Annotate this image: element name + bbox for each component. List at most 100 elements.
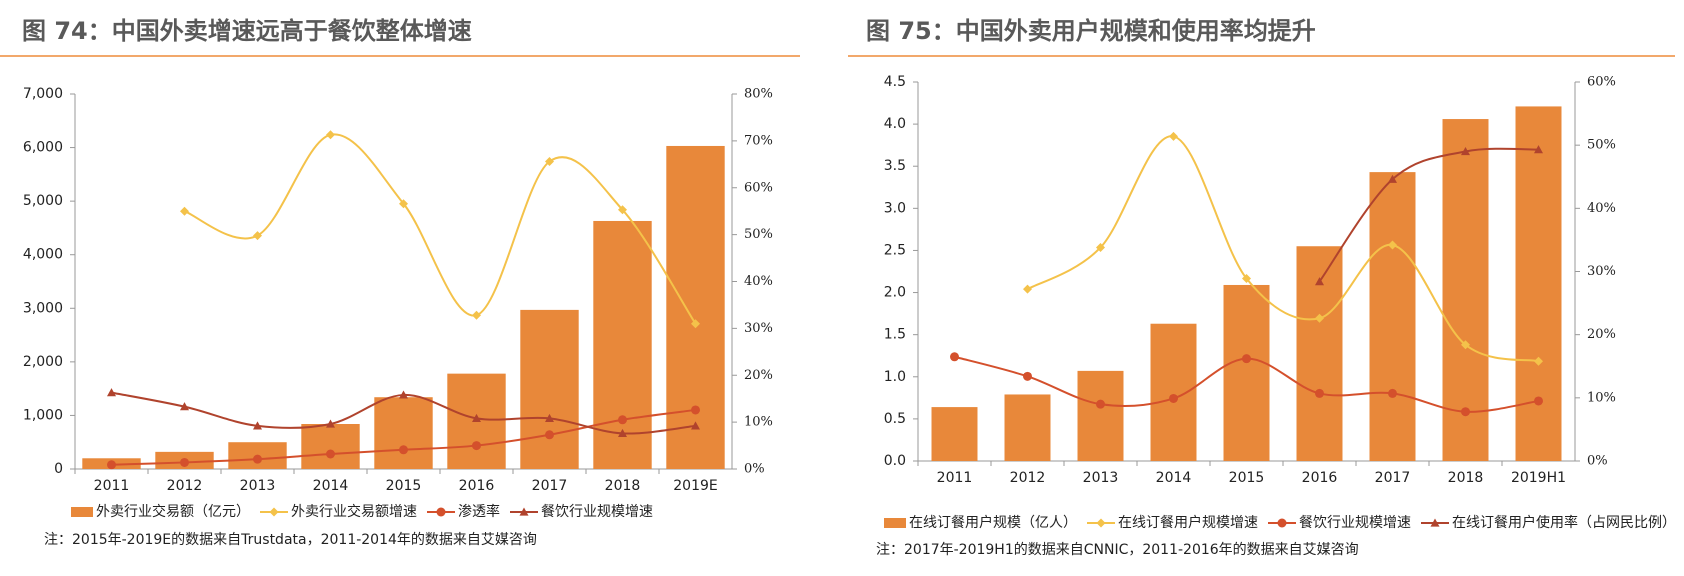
line-marker [1242,273,1251,283]
chart-note: 注：2015年-2019E的数据来自Trustdata，2011-2014年的数… [44,532,537,548]
y2-tick-label: 80% [744,87,773,102]
line-marker [545,430,554,440]
y-tick-label: 1.5 [884,327,906,343]
x-tick-label: 2013 [1083,470,1119,486]
x-tick-label: 2012 [167,478,203,494]
bar [666,145,725,469]
y2-tick-label: 30% [744,321,773,336]
y2-tick-label: 0% [744,462,765,477]
line-marker [472,413,481,422]
line-marker [180,206,189,216]
legend-label: 外卖行业交易额增速 [291,503,417,520]
line-marker [1242,354,1251,364]
bar [1150,323,1197,461]
y-tick-label: 1,000 [23,407,63,423]
bar [1004,394,1051,461]
line-marker [691,405,700,415]
line-marker [1388,174,1397,183]
legend-label: 外卖行业交易额（亿元） [96,503,250,520]
bar [1077,370,1124,461]
line-marker [107,388,116,397]
line-marker [545,157,554,166]
line-marker [180,457,189,467]
bar [593,220,652,469]
x-tick-label: 2014 [313,478,349,494]
line-marker [1169,393,1178,403]
chart-title: 图 74：中国外卖增速远高于餐饮整体增速 [22,17,472,45]
x-tick-label: 2019E [673,478,717,494]
bar [1515,106,1562,462]
line-marker [1461,340,1470,350]
y2-tick-label: 50% [744,227,773,242]
y-tick-label: 3.5 [884,158,906,174]
chart-title: 图 75：中国外卖用户规模和使用率均提升 [866,17,1316,45]
y-tick-label: 3.0 [884,200,906,216]
line [184,133,697,325]
line-marker [1534,396,1543,406]
line-marker [399,199,408,209]
line-marker [1169,131,1178,141]
line-marker [1388,388,1397,398]
y2-tick-label: 30% [1587,264,1616,279]
line-marker [950,352,959,362]
y-tick-label: 0.0 [884,453,906,469]
legend-label: 餐饮行业规模增速 [541,504,653,520]
y2-tick-label: 10% [1587,390,1616,405]
line-marker [1315,388,1324,398]
line-marker [1096,399,1105,409]
line-marker [1534,145,1543,154]
line-marker [1461,407,1470,417]
y-tick-label: 7,000 [23,86,63,102]
x-tick-label: 2014 [1156,470,1192,486]
line-marker [618,205,627,215]
y-tick-label: 4.5 [884,74,906,90]
line-marker [326,419,335,428]
x-tick-label: 2015 [1229,470,1265,486]
line-marker [1315,313,1324,323]
x-tick-label: 2015 [386,478,422,494]
legend-marker [1096,518,1106,528]
line-marker [1023,371,1032,381]
legend-label: 渗透率 [458,503,500,520]
line-marker [326,130,335,140]
y2-tick-label: 60% [744,180,773,195]
legend-label: 餐饮行业规模增速 [1299,515,1411,531]
x-tick-label: 2011 [94,478,130,494]
bar [1442,119,1489,462]
y-tick-label: 4,000 [23,247,63,263]
x-tick-label: 2019H1 [1511,470,1566,486]
y-tick-label: 2,000 [23,354,63,370]
line-marker [326,449,335,459]
legend-marker [269,507,279,517]
legend-label: 在线订餐用户使用率（占网民比例） [1452,514,1676,531]
x-tick-label: 2013 [240,478,276,494]
line-marker [472,441,481,451]
legend-swatch [884,518,906,528]
legend-label: 在线订餐用户规模（亿人） [909,514,1077,531]
legend-marker [1277,518,1287,528]
legend-marker [519,507,529,516]
chart-note: 注：2017年-2019H1的数据来自CNNIC，2011-2016年的数据来自… [876,542,1359,558]
x-tick-label: 2016 [1302,470,1338,486]
line-marker [107,460,116,470]
bar [301,424,360,469]
y-tick-label: 4.0 [884,116,906,132]
y-tick-label: 2.5 [884,242,906,258]
y2-tick-label: 0% [1587,454,1608,469]
line-marker [1534,356,1543,366]
line-marker [1461,146,1470,156]
bar [374,397,433,469]
line-marker [691,421,700,430]
line [1318,147,1539,283]
bar [1369,172,1416,461]
line-marker [253,231,262,241]
x-tick-label: 2012 [1010,470,1046,486]
y-tick-label: 2.0 [884,285,906,301]
y2-tick-label: 10% [744,415,773,430]
line-marker [399,445,408,455]
bar [1223,284,1270,461]
line-marker [1388,240,1397,250]
x-tick-label: 2011 [937,470,973,486]
y2-tick-label: 50% [1587,138,1616,153]
